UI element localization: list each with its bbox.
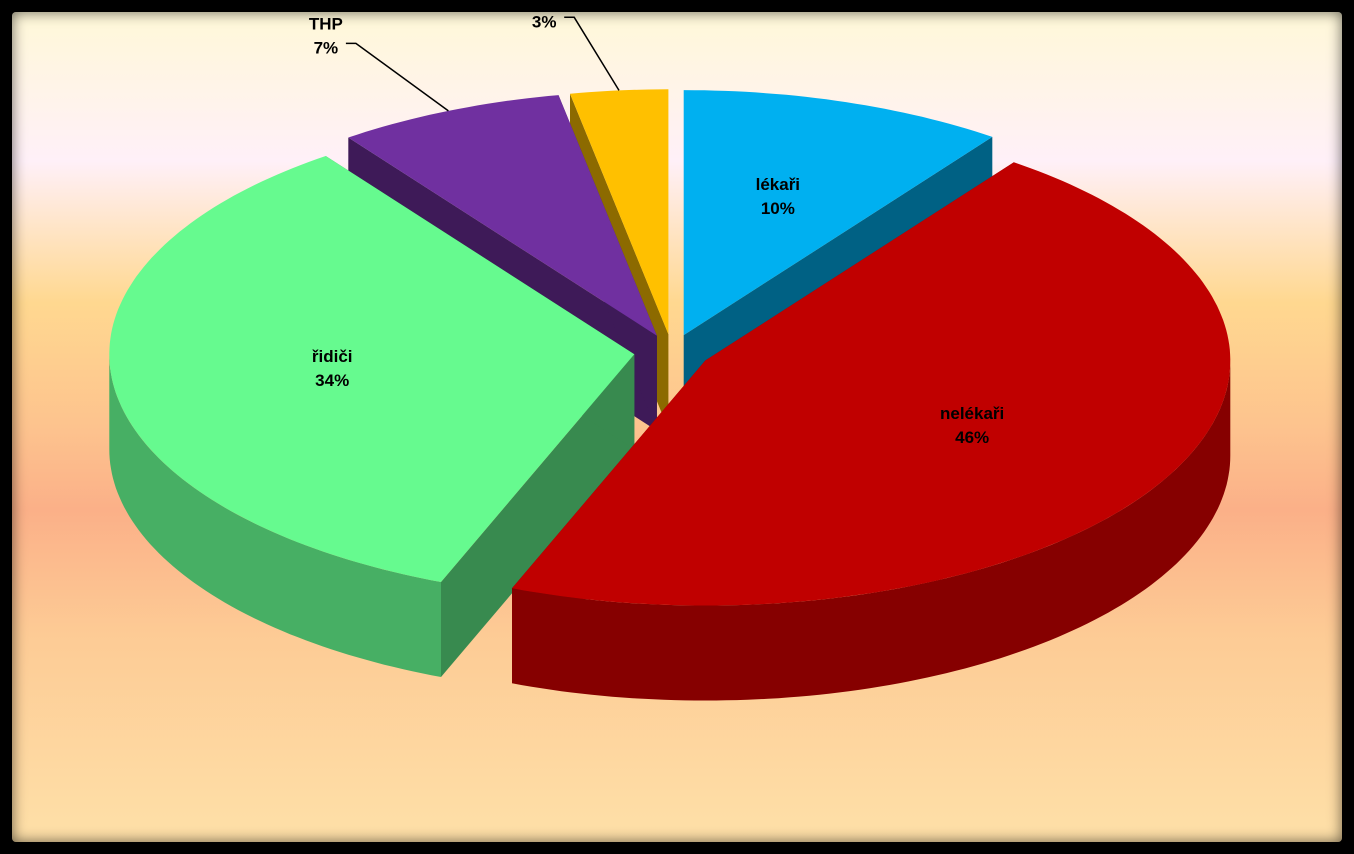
data-label-category: THP [309,14,343,33]
slice [512,162,1231,701]
leader-line [564,16,620,91]
data-label-value: 10% [761,199,795,218]
slice-top [512,162,1231,606]
slice-side [441,354,635,677]
slice-wall [109,354,442,677]
data-label-value: 34% [315,371,349,390]
slice-top [683,90,993,336]
slice-wall [512,360,1231,701]
data-label-category: nelékaři [940,404,1004,423]
slice-top [348,95,657,336]
data-label-category: řidiči [312,347,353,366]
data-label-category: lékaři [756,175,800,194]
data-label-value: 7% [314,38,339,57]
slice [109,156,635,677]
slice-top [109,156,635,582]
data-label-category: ostatní [516,0,573,7]
slice-top [570,89,669,335]
leader-line [345,42,449,112]
data-label-value: 46% [955,428,989,447]
data-label-value: 3% [532,12,557,31]
